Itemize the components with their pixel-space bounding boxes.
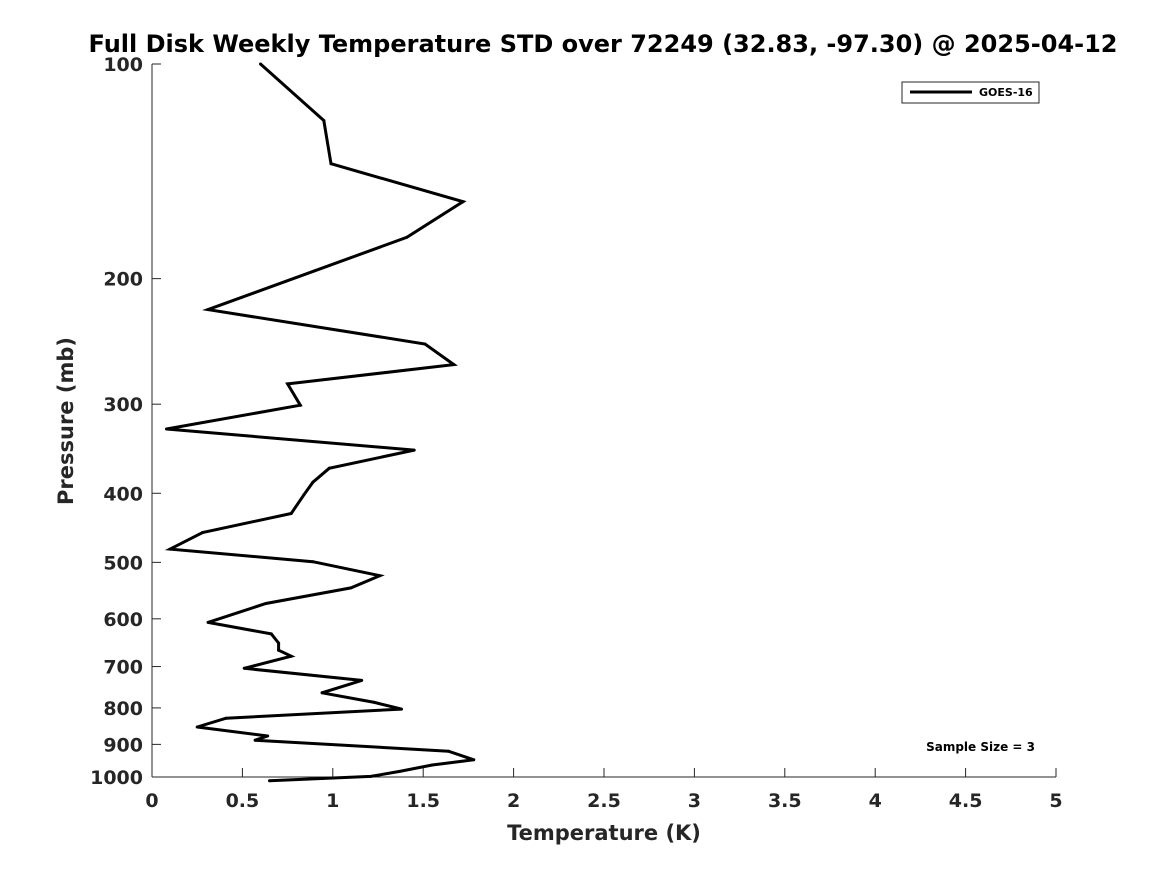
x-tick-label: 2: [507, 790, 520, 812]
y-tick-label: 700: [103, 657, 143, 679]
y-tick-label: 100: [103, 54, 143, 76]
x-tick-label: 0: [145, 790, 158, 812]
legend-entry-goes-16: GOES-16: [979, 86, 1033, 99]
data-point: [349, 586, 353, 590]
data-point: [242, 666, 246, 670]
data-point: [372, 700, 376, 704]
data-point: [224, 716, 228, 720]
data-point: [369, 774, 373, 778]
data-point: [259, 62, 262, 66]
data-point: [195, 725, 199, 729]
x-tick-label: 2.5: [587, 790, 621, 812]
x-tick-label: 1: [326, 790, 339, 812]
y-tick-label: 1000: [90, 767, 143, 789]
y-tick-label: 800: [103, 698, 143, 720]
y-tick-label: 200: [103, 269, 143, 291]
data-point: [168, 547, 172, 551]
y-tick-label: 500: [103, 552, 143, 574]
data-point: [320, 691, 324, 695]
data-point: [327, 466, 331, 470]
data-point: [264, 602, 268, 605]
data-point: [322, 119, 326, 122]
data-point: [461, 200, 465, 204]
y-tick-label: 300: [103, 394, 143, 416]
data-point: [289, 654, 293, 658]
data-point: [378, 574, 382, 578]
y-ticks: 100 200 300 400 500 600 700 800 900 1000: [90, 54, 161, 789]
x-tick-label: 3: [688, 790, 701, 812]
data-point: [412, 448, 416, 452]
y-tick-label: 400: [103, 483, 143, 505]
x-tick-label: 1.5: [406, 790, 440, 812]
data-point: [302, 493, 306, 497]
x-tick-label: 4: [869, 790, 882, 812]
data-point: [253, 738, 257, 742]
data-point: [472, 758, 476, 762]
data-point: [268, 779, 271, 783]
data-point: [405, 235, 409, 239]
data-point: [360, 678, 364, 682]
data-point: [277, 641, 281, 645]
chart-title: Full Disk Weekly Temperature STD over 72…: [89, 30, 1118, 58]
data-point: [400, 707, 403, 711]
data-point: [286, 382, 290, 386]
data-point: [313, 269, 317, 273]
series-group: [164, 62, 476, 783]
data-point: [206, 620, 210, 624]
data-point: [277, 648, 281, 652]
x-tick-label: 5: [1049, 790, 1062, 812]
data-point: [329, 162, 333, 166]
data-point: [447, 749, 450, 753]
data-point: [398, 769, 402, 773]
data-point: [289, 512, 293, 515]
data-point: [298, 403, 302, 407]
data-point: [165, 427, 168, 431]
y-tick-label: 900: [103, 734, 143, 756]
data-point: [266, 734, 270, 738]
x-tick-label: 0.5: [226, 790, 260, 812]
x-tick-label: 3.5: [768, 790, 802, 812]
y-tick-label: 600: [103, 609, 143, 631]
data-point: [311, 560, 315, 564]
y-axis-label: Pressure (mb): [54, 337, 78, 505]
data-point: [430, 763, 434, 767]
data-point: [311, 480, 315, 484]
data-point: [269, 632, 273, 636]
data-point: [423, 342, 427, 346]
x-ticks: 0 0.5 1 1.5 2 2.5 3 3.5 4 4.5 5: [145, 768, 1063, 812]
data-point: [206, 308, 210, 312]
data-point: [201, 531, 205, 534]
x-axis-label: Temperature (K): [507, 821, 701, 845]
sample-size-annotation: Sample Size = 3: [926, 740, 1035, 754]
x-tick-label: 4.5: [949, 790, 983, 812]
legend: GOES-16: [901, 81, 1040, 104]
data-point: [452, 363, 456, 367]
